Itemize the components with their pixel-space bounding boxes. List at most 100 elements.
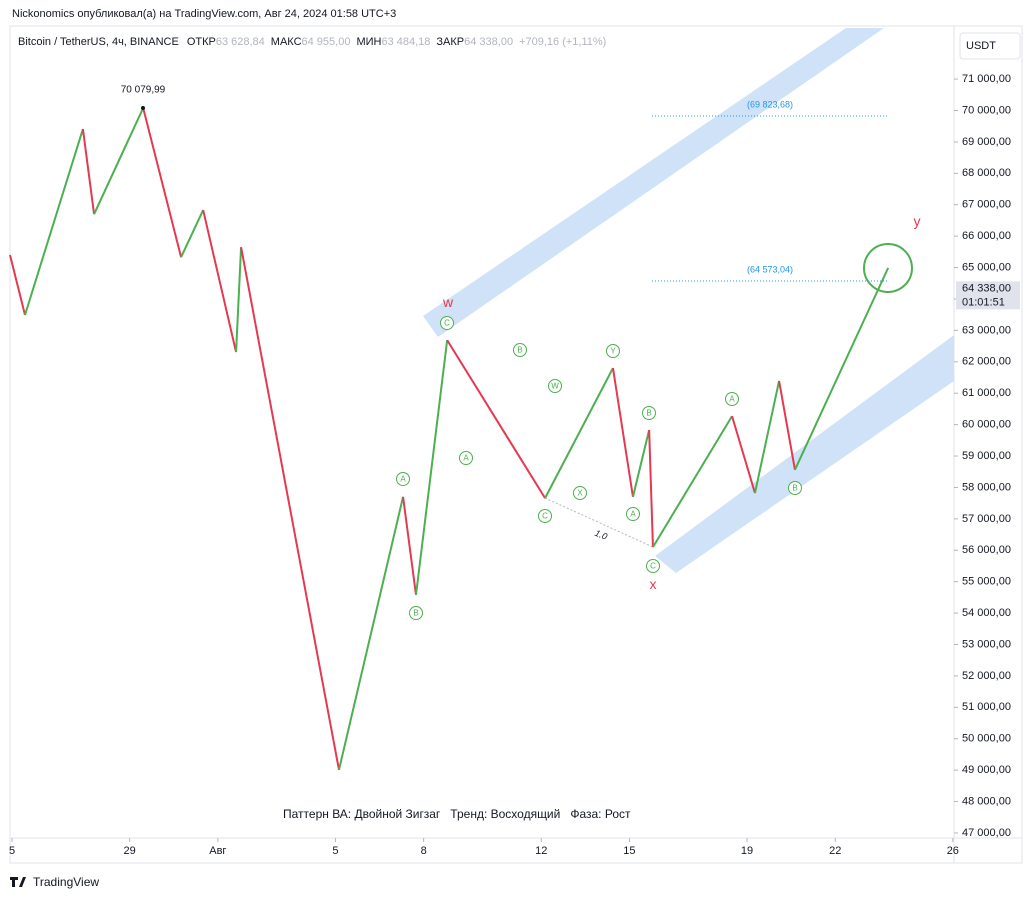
wave-label: B (792, 484, 797, 493)
x-tick-label: 22 (829, 845, 841, 857)
wave-segment (81, 128, 96, 215)
ratio-label: 1.0 (593, 528, 608, 542)
wave-segment (446, 339, 546, 499)
wave-label: A (463, 454, 469, 463)
wave-segment (9, 254, 26, 316)
wave-segment (338, 496, 405, 771)
y-tick-label: 68 000,00 (962, 167, 1011, 179)
wave-badge (513, 343, 527, 357)
wave-badge (459, 451, 473, 465)
wave-badge (642, 406, 656, 420)
ohlc-value: 64 338,00 (464, 36, 513, 48)
wave-label: Y (610, 347, 616, 356)
wave-segment (235, 247, 243, 353)
wave-label: W (551, 382, 559, 391)
ohlc-value: 64 955,00 (302, 36, 351, 48)
wave-label: B (413, 609, 418, 618)
wave-segment (648, 429, 654, 548)
wave-segment (652, 415, 733, 548)
wave-badge (409, 606, 423, 620)
y-tick-label: 57 000,00 (962, 513, 1011, 525)
ohlc-value: 63 484,18 (381, 36, 430, 48)
high-label: 70 079,99 (121, 85, 166, 96)
header: Nickonomics опубликовал(а) на TradingVie… (12, 8, 396, 20)
x-tick-label: 15 (623, 845, 635, 857)
y-tick-label: 65 000,00 (962, 261, 1011, 273)
channel-lower (655, 335, 954, 573)
wave-badge (396, 472, 410, 486)
x-tick-label: 29 (124, 845, 136, 857)
x-tick-label: 12 (535, 845, 547, 857)
footer-note: Паттерн ВА: Двойной Зигзаг Тренд: Восход… (283, 807, 631, 821)
y-tick-label: 54 000,00 (962, 607, 1011, 619)
wave-badge (573, 486, 587, 500)
x-tick-label: 8 (421, 845, 427, 857)
wave-badge (606, 344, 620, 358)
wave-label: C (650, 562, 656, 571)
y-tick-label: 67 000,00 (962, 199, 1011, 211)
high-dot (141, 105, 145, 110)
y-tick-label: 53 000,00 (962, 638, 1011, 650)
ohlc-name: ЗАКР (436, 36, 464, 48)
y-tick-label: 56 000,00 (962, 544, 1011, 556)
level-label: (64 573,04) (747, 264, 793, 274)
wave-segment (794, 267, 890, 471)
y-tick-label: 63 000,00 (962, 324, 1011, 336)
wave-segment (415, 339, 449, 595)
y-tick-label: 61 000,00 (962, 387, 1011, 399)
wave-label: w (442, 294, 454, 310)
wave-segment (611, 367, 634, 498)
y-tick-label: 60 000,00 (962, 419, 1011, 431)
wave-label: x (650, 576, 657, 592)
countdown: 01:01:51 (962, 296, 1005, 308)
y-tick-label: 58 000,00 (962, 481, 1011, 493)
wave-badge (626, 507, 640, 521)
y-tick-label: 52 000,00 (962, 670, 1011, 682)
wave-segment (142, 107, 183, 258)
x-tick-label: 5 (332, 845, 338, 857)
currency[interactable]: USDT (966, 40, 996, 52)
y-tick-label: 51 000,00 (962, 701, 1011, 713)
wave-segment (544, 367, 614, 499)
y-tick-label: 71 000,00 (962, 73, 1011, 85)
level-label: (69 823,68) (747, 99, 793, 109)
wave-label: A (400, 475, 406, 484)
x-tick-label: Авг (209, 845, 226, 857)
x-tick-label: 5 (9, 845, 15, 857)
wave-segment (778, 380, 796, 471)
wave-segment (202, 209, 238, 353)
y-tick-label: 66 000,00 (962, 230, 1011, 242)
wave-badge (440, 316, 454, 330)
wave-segment (240, 246, 340, 771)
x-tick-label: 19 (741, 845, 753, 857)
frame (9, 25, 1023, 864)
y-tick-label: 49 000,00 (962, 764, 1011, 776)
target-circle (863, 243, 913, 293)
ohlc-value: 63 628,84 (216, 36, 265, 48)
channel-upper (423, 28, 884, 337)
wave-label: A (729, 395, 735, 404)
y-tick-label: 48 000,00 (962, 795, 1011, 807)
wave-label: y (914, 213, 921, 229)
wave-label: A (630, 510, 636, 519)
brand-logo (10, 877, 26, 887)
currency-button[interactable] (959, 32, 1021, 60)
ratio-line (544, 497, 654, 548)
change: +709,16 (+1,11%) (519, 36, 606, 48)
wave-label: B (517, 346, 522, 355)
wave-badge (646, 559, 660, 573)
wave-badge (548, 379, 562, 393)
wave-segment (24, 128, 84, 316)
ohlc-name: ОТКР (187, 36, 216, 48)
wave-segment (753, 380, 781, 494)
wave-segment (631, 429, 651, 498)
wave-label: C (542, 512, 548, 521)
wave-badge (788, 481, 802, 495)
wave-segment (93, 107, 145, 215)
symbol: Bitcoin / TetherUS, 4ч, BINANCE (18, 36, 179, 48)
wave-segment (731, 415, 756, 494)
ohlc-name: МИН (356, 36, 381, 48)
wave-badge (538, 509, 552, 523)
ohlc-name: МАКС (271, 36, 302, 48)
